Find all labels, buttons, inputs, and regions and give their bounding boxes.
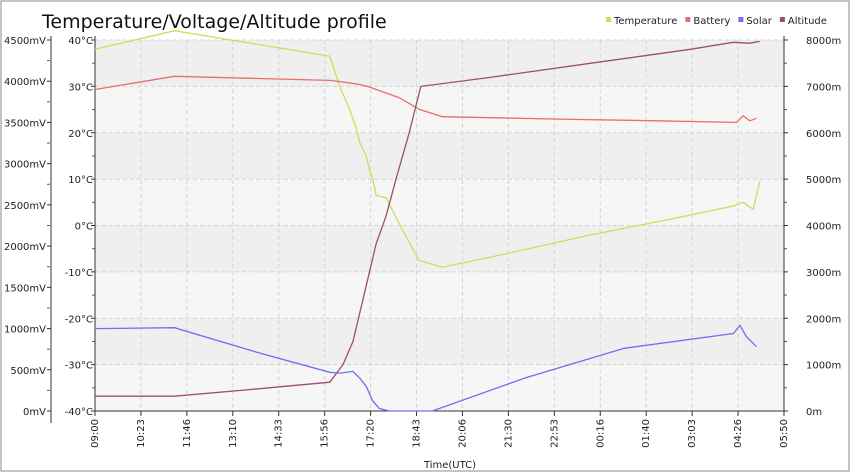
altitude-tick-label: 7000m — [806, 82, 841, 93]
voltage-tick-label: 2000mV — [4, 242, 46, 253]
altitude-tick-label: 3000m — [806, 268, 841, 279]
series-line-solar — [94, 324, 757, 412]
plot-band — [95, 225, 784, 272]
altitude-tick-label: 2000m — [806, 314, 841, 325]
voltage-tick-label: 4000mV — [4, 77, 46, 88]
temp-tick-label: -20°C — [65, 314, 93, 325]
temp-tick-label: 30°C — [68, 82, 93, 93]
temp-tick-label: 10°C — [68, 175, 93, 186]
x-axis-label: Time(UTC) — [423, 460, 476, 471]
x-tick-label: 21:30 — [503, 419, 514, 448]
x-tick-label: 01:40 — [641, 419, 652, 448]
plot-background — [95, 40, 784, 411]
legend-swatch-battery — [685, 17, 691, 22]
altitude-tick-label: 0m — [806, 407, 822, 418]
series-line-battery — [94, 75, 757, 124]
voltage-tick-label: 500mV — [10, 366, 46, 377]
altitude-tick-label: 4000m — [806, 222, 841, 233]
x-tick-label: 14:33 — [274, 419, 285, 448]
plot-band — [95, 40, 784, 87]
voltage-tick-label: 1000mV — [4, 325, 46, 336]
x-tick-label: 09:00 — [90, 419, 101, 448]
x-tick-label: 11:46 — [182, 419, 193, 448]
voltage-tick-label: 3000mV — [4, 160, 46, 171]
altitude-tick-label: 5000m — [806, 175, 841, 186]
temp-tick-label: 40°C — [68, 36, 93, 47]
x-tick-label: 15:56 — [320, 419, 331, 448]
legend-label-temperature: Temperature — [613, 16, 677, 27]
legend-label-solar: Solar — [746, 16, 772, 27]
temp-tick-label: -30°C — [65, 361, 93, 372]
chart-title: Temperature/Voltage/Altitude profile — [41, 11, 387, 33]
legend-swatch-solar — [738, 17, 744, 22]
chart-legend: Temperature Battery Solar Altitude — [606, 16, 827, 27]
legend-swatch-altitude — [779, 17, 785, 22]
altitude-tick-label: 8000m — [806, 36, 841, 47]
temp-tick-label: -40°C — [65, 407, 93, 418]
voltage-tick-label: 0mV — [23, 407, 46, 418]
series-line-temperature — [94, 30, 761, 268]
voltage-tick-label: 2500mV — [4, 201, 46, 212]
x-tick-label: 05:50 — [779, 419, 790, 448]
series-layer — [94, 30, 761, 412]
voltage-tick-label: 3500mV — [4, 118, 46, 129]
x-tick-label: 17:20 — [366, 419, 377, 448]
voltage-tick-label: 4500mV — [4, 36, 46, 47]
x-tick-label: 10:23 — [136, 419, 147, 448]
plot-band — [95, 318, 784, 365]
altitude-tick-label: 6000m — [806, 129, 841, 140]
x-tick-label: 00:16 — [595, 419, 606, 448]
axes: 09:00 10:23 11:46 13:10 14:33 15:56 17:20 18:43… — [4, 36, 841, 448]
voltage-tick-label: 1500mV — [4, 283, 46, 294]
series-line-altitude — [95, 40, 760, 397]
x-tick-label: 18:43 — [412, 419, 423, 448]
temp-tick-label: 20°C — [68, 129, 93, 140]
x-tick-label: 03:03 — [687, 419, 698, 448]
x-tick-label: 20:06 — [457, 419, 468, 448]
x-tick-label: 04:26 — [733, 419, 744, 448]
plot-band — [95, 132, 784, 180]
temp-tick-label: 0°C — [75, 222, 93, 233]
temp-tick-label: -10°C — [65, 268, 93, 279]
legend-swatch-temperature — [606, 17, 611, 22]
legend-label-battery: Battery — [693, 16, 730, 27]
x-tick-label: 13:10 — [228, 419, 239, 448]
x-tick-label: 22:53 — [549, 419, 560, 448]
altitude-tick-label: 1000m — [806, 361, 841, 372]
legend-label-altitude: Altitude — [788, 16, 827, 27]
